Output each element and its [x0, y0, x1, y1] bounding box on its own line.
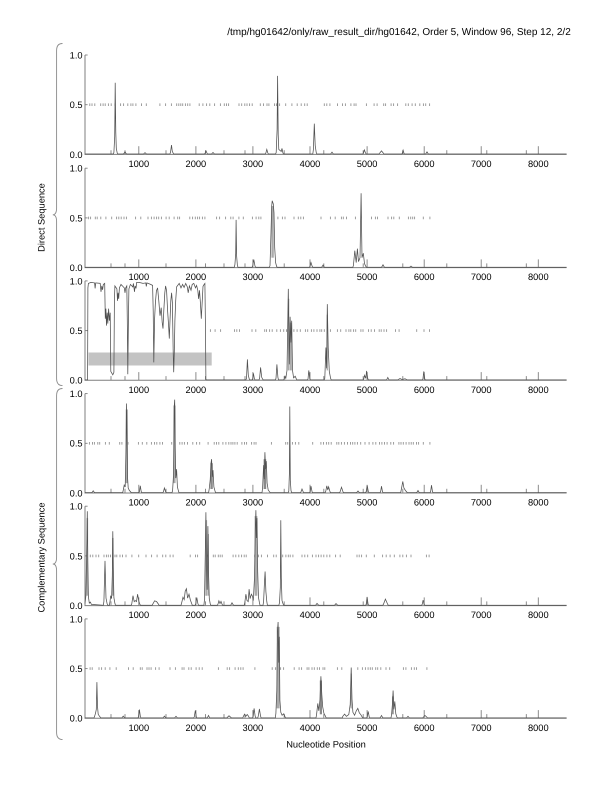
- svg-text:0.0: 0.0: [70, 488, 83, 498]
- svg-text:4000: 4000: [300, 498, 321, 508]
- svg-text:5000: 5000: [357, 498, 378, 508]
- svg-text:1.0: 1.0: [70, 276, 83, 286]
- svg-text:7000: 7000: [471, 723, 492, 733]
- svg-text:4000: 4000: [300, 272, 321, 282]
- svg-text:Complementary Sequence: Complementary Sequence: [37, 502, 47, 612]
- svg-text:4000: 4000: [300, 159, 321, 169]
- svg-text:6000: 6000: [414, 498, 435, 508]
- svg-text:1.0: 1.0: [70, 164, 83, 174]
- svg-text:3000: 3000: [243, 272, 264, 282]
- svg-text:5000: 5000: [357, 385, 378, 395]
- svg-text:1000: 1000: [128, 610, 149, 620]
- svg-text:1000: 1000: [128, 272, 149, 282]
- svg-text:8000: 8000: [528, 272, 549, 282]
- svg-text:2000: 2000: [186, 272, 207, 282]
- svg-text:8000: 8000: [528, 385, 549, 395]
- svg-text:4000: 4000: [300, 610, 321, 620]
- svg-text:1000: 1000: [128, 385, 149, 395]
- svg-text:1.0: 1.0: [70, 502, 83, 512]
- svg-text:5000: 5000: [357, 610, 378, 620]
- svg-text:2000: 2000: [186, 723, 207, 733]
- svg-text:Nucleotide Position: Nucleotide Position: [286, 740, 366, 750]
- svg-text:5000: 5000: [357, 272, 378, 282]
- svg-text:2000: 2000: [186, 159, 207, 169]
- svg-text:1.0: 1.0: [70, 50, 83, 60]
- svg-text:0.5: 0.5: [70, 213, 83, 223]
- svg-text:5000: 5000: [357, 159, 378, 169]
- svg-text:8000: 8000: [528, 610, 549, 620]
- svg-text:5000: 5000: [357, 723, 378, 733]
- svg-text:3000: 3000: [243, 498, 264, 508]
- svg-text:Direct Sequence: Direct Sequence: [37, 183, 47, 252]
- svg-text:0.5: 0.5: [70, 551, 83, 561]
- svg-text:8000: 8000: [528, 723, 549, 733]
- svg-text:0.5: 0.5: [70, 326, 83, 336]
- svg-text:1000: 1000: [128, 498, 149, 508]
- svg-text:1.0: 1.0: [70, 614, 83, 624]
- svg-text:/tmp/hg01642/only/raw_result_d: /tmp/hg01642/only/raw_result_dir/hg01642…: [227, 27, 571, 38]
- svg-text:0.5: 0.5: [70, 664, 83, 674]
- svg-text:2000: 2000: [186, 610, 207, 620]
- svg-text:1.0: 1.0: [70, 389, 83, 399]
- svg-text:0.5: 0.5: [70, 100, 83, 110]
- svg-text:2000: 2000: [186, 385, 207, 395]
- svg-text:0.0: 0.0: [70, 150, 83, 160]
- svg-text:7000: 7000: [471, 159, 492, 169]
- svg-text:1000: 1000: [128, 723, 149, 733]
- svg-text:2000: 2000: [186, 498, 207, 508]
- svg-text:6000: 6000: [414, 610, 435, 620]
- svg-text:6000: 6000: [414, 159, 435, 169]
- svg-text:0.0: 0.0: [70, 263, 83, 273]
- svg-text:3000: 3000: [243, 385, 264, 395]
- svg-text:8000: 8000: [528, 498, 549, 508]
- svg-text:1000: 1000: [128, 159, 149, 169]
- svg-text:3000: 3000: [243, 610, 264, 620]
- svg-text:7000: 7000: [471, 498, 492, 508]
- svg-text:8000: 8000: [528, 159, 549, 169]
- svg-text:6000: 6000: [414, 723, 435, 733]
- svg-text:3000: 3000: [243, 723, 264, 733]
- svg-text:4000: 4000: [300, 723, 321, 733]
- svg-text:0.0: 0.0: [70, 376, 83, 386]
- svg-text:7000: 7000: [471, 610, 492, 620]
- svg-text:0.5: 0.5: [70, 439, 83, 449]
- svg-text:6000: 6000: [414, 272, 435, 282]
- svg-text:7000: 7000: [471, 385, 492, 395]
- svg-text:3000: 3000: [243, 159, 264, 169]
- svg-text:0.0: 0.0: [70, 714, 83, 724]
- svg-text:4000: 4000: [300, 385, 321, 395]
- svg-text:0.0: 0.0: [70, 601, 83, 611]
- svg-text:6000: 6000: [414, 385, 435, 395]
- svg-text:7000: 7000: [471, 272, 492, 282]
